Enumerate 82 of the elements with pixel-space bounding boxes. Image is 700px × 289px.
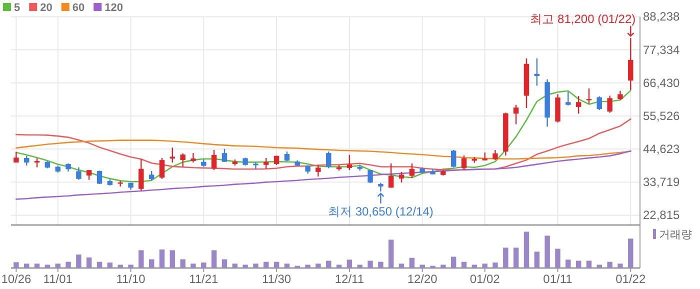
bar <box>274 262 280 268</box>
bar <box>628 238 634 268</box>
x-tick-label: 12/11 <box>334 272 364 286</box>
x-tick-label: 11/01 <box>43 272 73 286</box>
bar <box>159 249 165 268</box>
bar <box>513 248 519 268</box>
bar <box>534 252 540 268</box>
bar <box>482 264 488 268</box>
y-tick-label: 33,719 <box>643 175 680 190</box>
x-tick-label: 12/20 <box>407 272 438 286</box>
bar <box>107 262 113 268</box>
bar <box>576 260 582 268</box>
bar <box>34 264 40 268</box>
bar <box>607 262 612 268</box>
bar <box>586 260 592 268</box>
y-tick-label: 44,623 <box>643 142 680 156</box>
bar <box>461 262 467 268</box>
x-tick-label: 11/30 <box>262 272 292 286</box>
bar <box>555 248 560 268</box>
bar <box>66 262 71 268</box>
bar <box>326 260 332 268</box>
bar <box>420 264 425 268</box>
bar <box>24 264 30 268</box>
x-tick-label: 10/26 <box>1 272 32 286</box>
annotation: 최저 30,650 (12/14) <box>328 204 434 218</box>
bar <box>55 264 60 268</box>
legend-label: 5 <box>14 2 20 14</box>
annotation: 최고 81,200 (01/22) <box>530 12 636 26</box>
bar <box>232 264 238 268</box>
bar <box>128 264 134 268</box>
bar <box>190 264 196 268</box>
bar <box>86 257 92 268</box>
bar <box>388 240 394 268</box>
bar <box>357 264 362 268</box>
bar <box>409 258 415 268</box>
bar <box>264 262 269 268</box>
bar <box>305 264 310 268</box>
bar <box>180 259 186 268</box>
bar <box>346 260 352 268</box>
bar <box>44 264 50 268</box>
bar <box>253 264 258 268</box>
bar <box>472 264 478 268</box>
bar <box>14 262 19 268</box>
bar <box>148 259 154 268</box>
x-tick-label: 01/11 <box>543 272 573 286</box>
bar <box>450 256 456 268</box>
y-tick-label: 77,334 <box>643 42 680 57</box>
legend-label: 20 <box>40 2 52 14</box>
y-tick-label: 22,815 <box>643 208 680 222</box>
y-tick-label: 88,238 <box>643 10 680 24</box>
bar <box>524 232 530 268</box>
legend-label: 120 <box>104 2 123 14</box>
bar <box>492 262 498 268</box>
bar <box>96 262 102 268</box>
bar <box>138 250 144 268</box>
bar <box>76 254 82 268</box>
bar <box>368 260 373 268</box>
bar <box>118 264 123 268</box>
bar <box>440 264 446 268</box>
legend-label: 거래량 <box>659 229 692 241</box>
y-tick-label: 55,526 <box>643 108 680 123</box>
bar <box>618 264 623 268</box>
bar <box>503 248 508 268</box>
bar <box>596 264 602 268</box>
bar <box>316 264 321 268</box>
x-tick-label: 11/21 <box>189 272 219 286</box>
x-tick-label: 11/10 <box>116 272 146 286</box>
legend-label: 60 <box>72 2 85 14</box>
bar <box>336 264 342 268</box>
bar <box>222 259 228 268</box>
bar <box>544 236 550 268</box>
y-tick-label: 66,430 <box>643 76 680 90</box>
x-tick-label: 01/02 <box>470 272 500 286</box>
bar <box>398 264 404 268</box>
bar <box>211 250 217 268</box>
bar <box>566 260 571 268</box>
bar <box>284 264 290 268</box>
x-tick-label: 01/22 <box>616 272 646 286</box>
bar <box>378 262 384 268</box>
bar <box>242 264 248 268</box>
bar <box>170 250 176 268</box>
bar <box>201 262 206 268</box>
